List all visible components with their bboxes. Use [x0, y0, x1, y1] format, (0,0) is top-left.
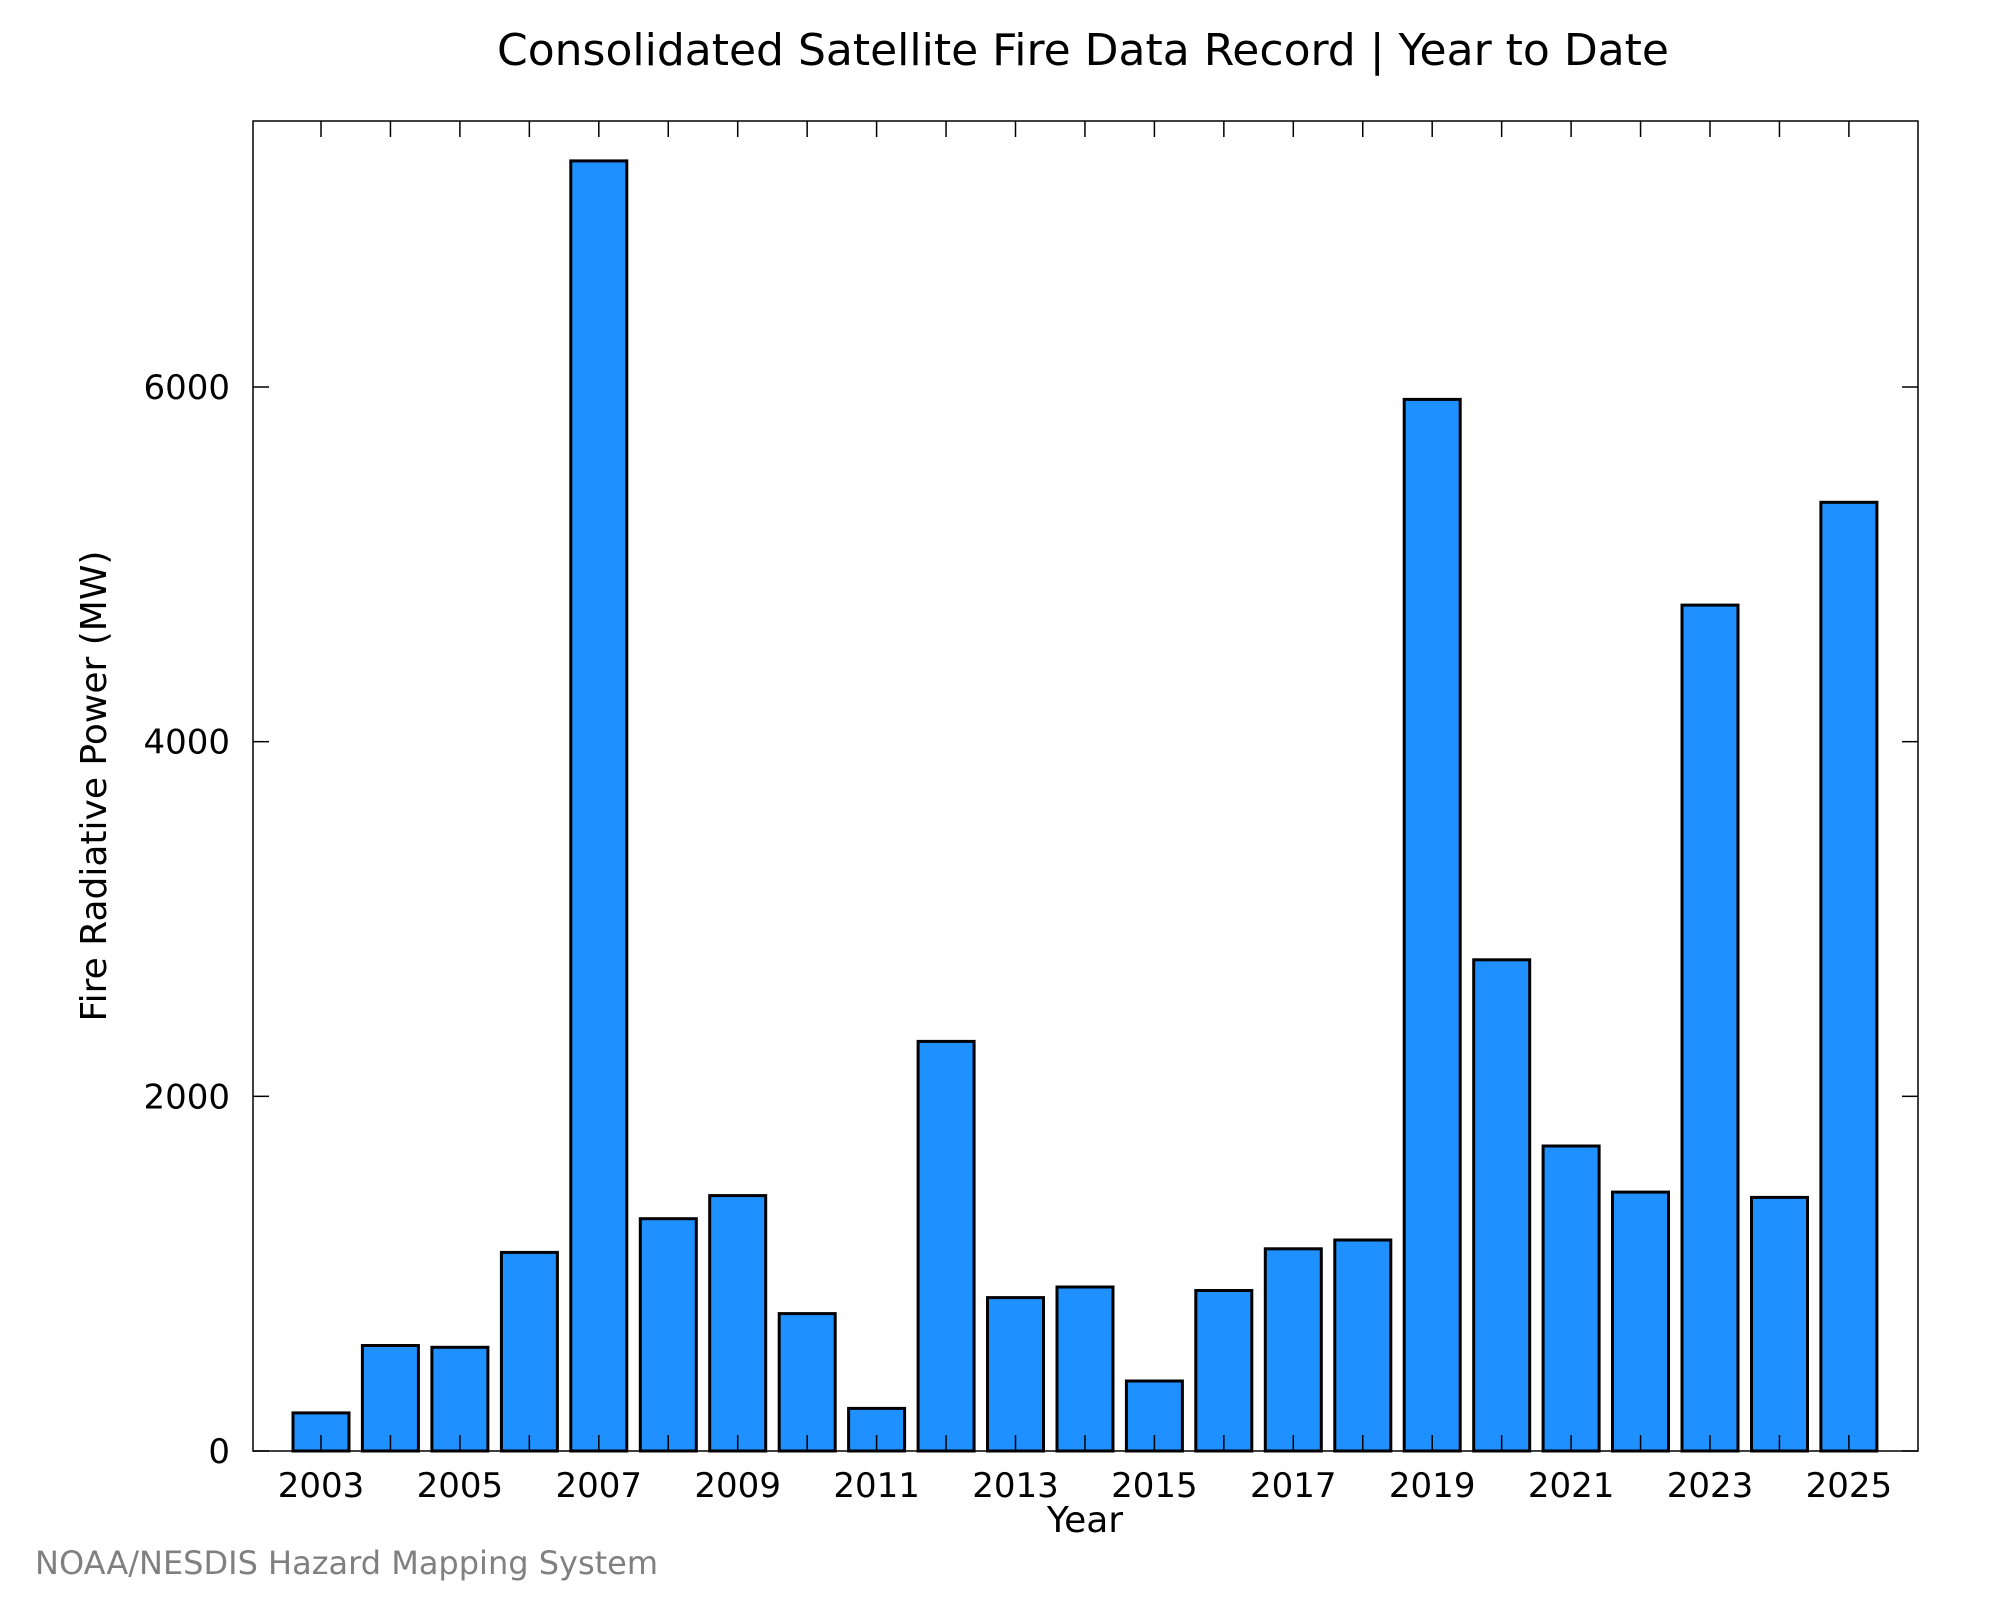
bar-2007 [569, 159, 629, 1453]
bar-2012 [916, 1039, 976, 1453]
bar-2020 [1472, 958, 1532, 1453]
bar-2022 [1611, 1190, 1670, 1453]
x-axis-label: Year [1046, 1500, 1123, 1541]
bar-2014 [1055, 1285, 1115, 1453]
bar-2019 [1402, 397, 1462, 1453]
source-note: NOAA/NESDIS Hazard Mapping System [35, 1544, 658, 1582]
y-axis-ticks: 0 2000 4000 6000 [143, 368, 1918, 1472]
y-tick-label-2000: 2000 [143, 1077, 230, 1117]
x-tick-label-2005: 2005 [417, 1466, 504, 1506]
y-tick-label-0: 0 [208, 1432, 230, 1472]
x-tick-label-2009: 2009 [694, 1466, 781, 1506]
x-tick-label-2021: 2021 [1528, 1466, 1615, 1506]
x-tick-label-2011: 2011 [833, 1466, 920, 1506]
bar-2005 [430, 1345, 490, 1453]
x-tick-label-2007: 2007 [556, 1466, 643, 1506]
y-tick-label-4000: 4000 [143, 723, 230, 763]
bar-2025 [1819, 500, 1879, 1453]
y-tick-label-6000: 6000 [143, 368, 230, 408]
bar-2006 [499, 1250, 559, 1453]
x-tick-label-2003: 2003 [278, 1466, 365, 1506]
x-tick-label-2013: 2013 [972, 1466, 1059, 1506]
bar-2016 [1194, 1289, 1254, 1453]
bar-2009 [708, 1194, 768, 1453]
x-tick-label-2017: 2017 [1250, 1466, 1337, 1506]
x-tick-label-2015: 2015 [1111, 1466, 1198, 1506]
bar-2010 [777, 1312, 837, 1453]
bars-group [291, 159, 1879, 1453]
bar-2017 [1263, 1247, 1323, 1453]
bar-2018 [1333, 1238, 1393, 1453]
bar-2008 [638, 1217, 698, 1453]
x-tick-label-2023: 2023 [1667, 1466, 1754, 1506]
x-axis-ticks: 2003 2005 2007 2009 2011 2013 2015 2017 2019 2021… [278, 121, 1892, 1506]
chart-title: Consolidated Satellite Fire Data Record … [497, 25, 1669, 76]
x-tick-label-2019: 2019 [1389, 1466, 1476, 1506]
bar-2021 [1541, 1144, 1601, 1453]
x-tick-label-2025: 2025 [1806, 1466, 1893, 1506]
y-axis-label: Fire Radiative Power (MW) [74, 551, 115, 1022]
bar-2013 [986, 1296, 1045, 1453]
bar-2024 [1750, 1195, 1809, 1453]
bar-2023 [1680, 603, 1740, 1453]
